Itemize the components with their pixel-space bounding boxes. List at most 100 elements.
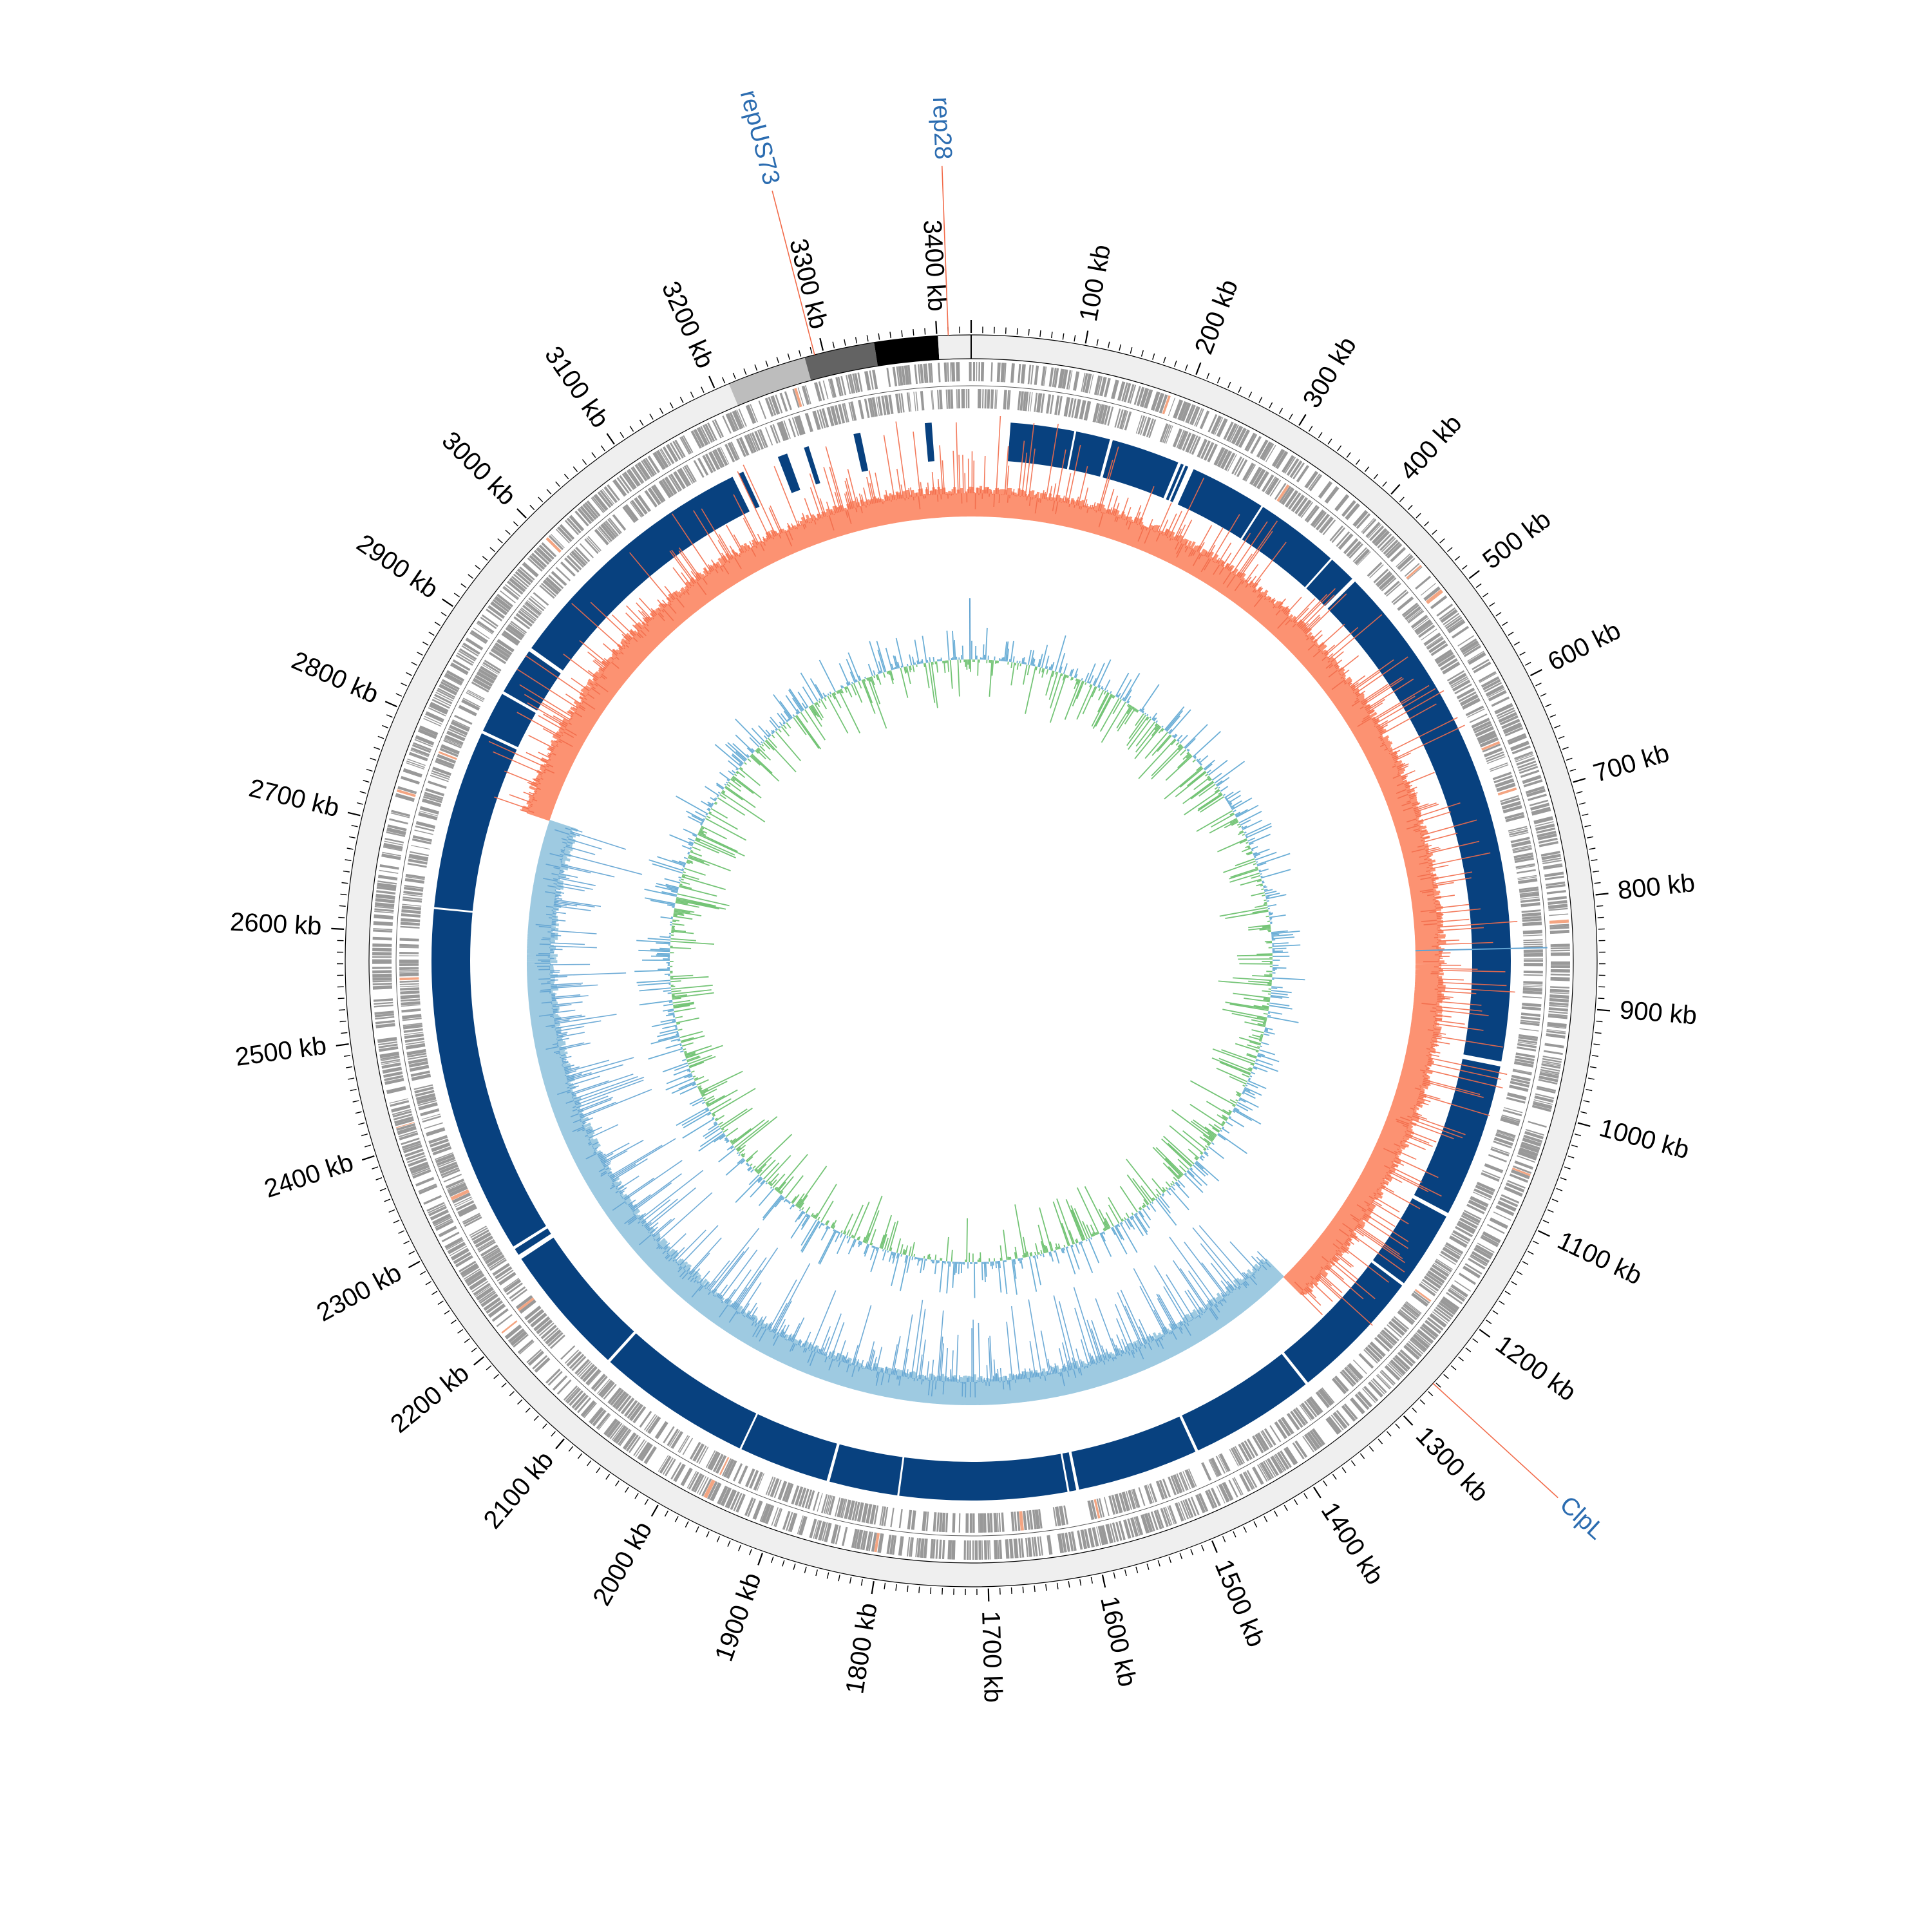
gc-skew-negative-spikes [535, 828, 1271, 1397]
gc-skew-track [488, 415, 1548, 1406]
rna-feature [1511, 1167, 1531, 1177]
gene-leader-line [941, 166, 949, 336]
tick-label: 3100 kb [539, 341, 614, 433]
rna-feature [703, 1479, 715, 1499]
blast-block [739, 471, 760, 509]
tick-label: 2600 kb [229, 908, 322, 941]
gene-label-repus73: repUS73 [735, 88, 785, 188]
rna-feature [1425, 589, 1443, 605]
blast-block [899, 1454, 1068, 1501]
rna-feature [1094, 1499, 1101, 1519]
rna-feature [399, 977, 419, 981]
cds-divider [395, 385, 1547, 1537]
blast-block [504, 651, 561, 711]
blast-block [1182, 1354, 1306, 1451]
major-ticks [331, 320, 1611, 1602]
tick-label: 400 kb [1394, 410, 1467, 486]
blast-block [853, 432, 869, 472]
tick-label: 2800 kb [287, 646, 383, 709]
blast-block [804, 446, 820, 485]
tick-label: 3000 kb [437, 426, 522, 511]
gene-label-rep28: rep28 [927, 97, 957, 160]
rna-feature [1276, 484, 1290, 502]
gc-skew-positive-spikes [488, 415, 1518, 1326]
gc-skew-positive-band [521, 486, 1446, 1296]
blast-block [1177, 469, 1262, 539]
blast-block [1062, 1452, 1077, 1492]
blast-block [1166, 463, 1184, 500]
cds-reverse-track [399, 389, 1544, 1533]
tick-label: 2700 kb [246, 773, 342, 822]
tick-label: 1500 kb [1209, 1555, 1271, 1651]
rna-feature [396, 789, 416, 797]
contig-segment [874, 336, 940, 366]
gc-content-track [634, 598, 1305, 1298]
rna-feature [395, 1122, 415, 1128]
tick-label: 3200 kb [656, 277, 719, 372]
blast-block [1283, 1262, 1403, 1383]
tick-label: 2000 kb [587, 1517, 658, 1610]
tick-label: 500 kb [1477, 505, 1556, 574]
blast-block [515, 1228, 551, 1255]
tick-label: 1400 kb [1316, 1497, 1390, 1589]
blast-block [1170, 465, 1189, 502]
tick-label: 100 kb [1074, 242, 1116, 323]
gene-leader-line [1432, 1383, 1558, 1499]
tick-label: 1000 kb [1596, 1113, 1692, 1164]
cds-tracks [372, 362, 1570, 1560]
blast-block [1071, 1416, 1196, 1490]
minor-ticks [337, 327, 1605, 1596]
rna-feature [438, 751, 457, 761]
tick-label: 800 kb [1616, 869, 1696, 905]
rna-feature [1481, 741, 1501, 751]
blast-block [610, 1333, 757, 1448]
blast-block [483, 694, 536, 748]
tick-label: 2100 kb [478, 1446, 559, 1534]
rna-feature [1019, 1511, 1024, 1531]
blast-block [1068, 431, 1110, 477]
rna-feature [874, 1533, 880, 1553]
blast-block [1327, 581, 1511, 1062]
blast-block [741, 1414, 837, 1481]
tick-label: 1300 kb [1410, 1421, 1494, 1507]
tick-label: 3300 kb [784, 236, 833, 332]
tick-label: 200 kb [1189, 276, 1244, 358]
tick-label: 300 kb [1298, 332, 1362, 413]
gene-leader-line [772, 191, 815, 355]
blast-block [434, 733, 517, 911]
tick-label: 900 kb [1618, 996, 1698, 1030]
gc-content-below [670, 659, 1273, 1263]
tick-label: 2900 kb [352, 529, 443, 604]
blast-block [521, 1237, 634, 1360]
rna-feature [501, 1320, 518, 1334]
tick-label: 1600 kb [1095, 1594, 1142, 1689]
contig-segment [938, 335, 971, 360]
rna-feature [1414, 1289, 1432, 1302]
rna-feature [1406, 565, 1422, 580]
blast-block [777, 453, 800, 493]
rna-feature [719, 1457, 730, 1475]
tick-label: 600 kb [1544, 616, 1625, 677]
blast-block [1103, 440, 1179, 498]
tick-label: 700 kb [1590, 739, 1672, 788]
gc-skew-outlier [1415, 947, 1548, 952]
contig-segment [728, 357, 811, 406]
tick-label: 1900 kb [710, 1569, 767, 1665]
tick-ring [331, 320, 1611, 1602]
tick-label: 2400 kb [261, 1148, 357, 1204]
rna-feature [1162, 395, 1171, 415]
rna-feature [1497, 787, 1517, 796]
rna-feature [450, 1189, 469, 1201]
tick-label: 2200 kb [385, 1359, 474, 1439]
tick-label: 2300 kb [312, 1258, 406, 1327]
tick-label: 1800 kb [840, 1601, 883, 1696]
gc-content-above [634, 627, 1305, 1298]
blast-block [531, 477, 750, 671]
gc-skew-negative-band [526, 820, 1284, 1406]
tick-label: 1700 kb [976, 1611, 1007, 1703]
blast-block [1007, 422, 1075, 469]
blast-block [924, 422, 935, 462]
blast-hit-ring [431, 422, 1511, 1501]
blast-block [1306, 560, 1352, 607]
